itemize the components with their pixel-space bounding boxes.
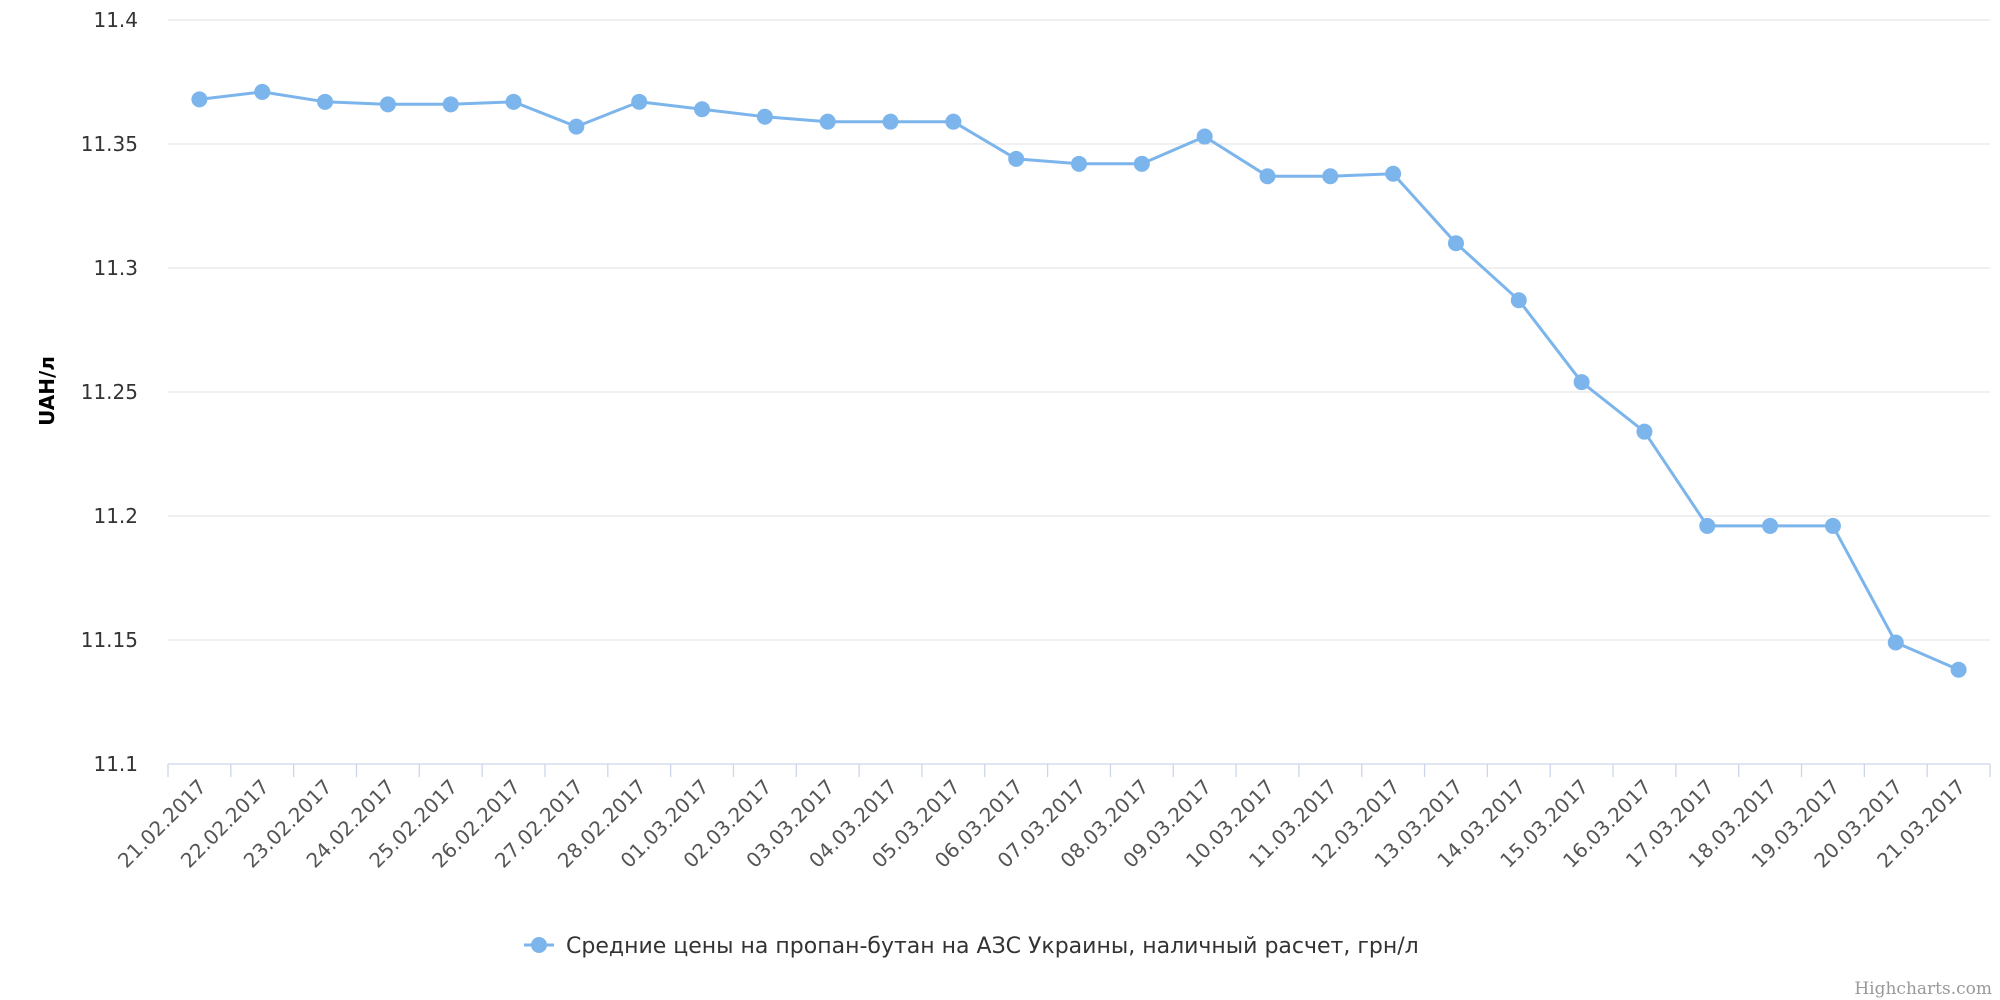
data-point[interactable]	[505, 93, 522, 110]
grid-lines	[168, 19, 1990, 641]
data-point[interactable]	[882, 113, 899, 130]
legend-label[interactable]: Средние цены на пропан-бутан на АЗС Укра…	[566, 934, 1419, 959]
y-tick-label: 11.15	[81, 628, 138, 652]
y-tick-label: 11.1	[93, 752, 138, 776]
y-tick-label: 11.4	[93, 8, 138, 32]
data-point[interactable]	[568, 118, 585, 135]
data-point[interactable]	[1259, 168, 1276, 185]
data-point[interactable]	[1322, 168, 1339, 185]
data-point[interactable]	[1762, 517, 1779, 534]
data-point[interactable]	[191, 91, 208, 108]
data-point[interactable]	[1071, 155, 1087, 172]
y-tick-label: 11.2	[93, 504, 138, 528]
x-axis	[167, 763, 1991, 777]
data-point[interactable]	[1824, 517, 1841, 534]
data-point[interactable]	[819, 113, 836, 130]
legend-marker-icon	[531, 937, 547, 953]
data-point[interactable]	[945, 113, 962, 130]
data-point[interactable]	[1510, 292, 1527, 309]
data-point[interactable]	[1573, 374, 1590, 391]
credits-link[interactable]: Highcharts.com	[1854, 979, 1992, 999]
y-tick-label: 11.3	[93, 256, 138, 280]
data-point[interactable]	[1699, 517, 1716, 534]
x-axis-tick-labels: 21.02.201722.02.201723.02.201724.02.2017…	[113, 775, 1970, 873]
data-point[interactable]	[756, 108, 773, 125]
series-group	[191, 83, 1967, 678]
data-point[interactable]	[1887, 634, 1904, 651]
data-point[interactable]	[694, 101, 711, 118]
series-0	[191, 83, 1967, 678]
y-tick-label: 11.25	[81, 380, 138, 404]
y-axis-tick-labels: 11.1 11.15 11.2 11.25 11.3 11.35 11.4	[81, 8, 138, 776]
series-line	[197, 90, 1961, 672]
data-point[interactable]	[1636, 423, 1653, 440]
y-axis-title: UAH/л	[35, 356, 59, 426]
data-point[interactable]	[379, 96, 396, 113]
legend[interactable]: Средние цены на пропан-бутан на АЗС Укра…	[524, 934, 1419, 959]
data-point[interactable]	[317, 93, 334, 110]
data-point[interactable]	[1196, 128, 1213, 145]
data-point[interactable]	[1133, 155, 1150, 172]
data-point[interactable]	[1447, 235, 1464, 252]
data-point[interactable]	[1950, 661, 1967, 678]
data-point[interactable]	[442, 96, 459, 113]
data-point[interactable]	[1385, 165, 1402, 182]
y-tick-label: 11.35	[81, 132, 138, 156]
data-point[interactable]	[1008, 150, 1025, 167]
data-point[interactable]	[631, 93, 648, 110]
data-point[interactable]	[254, 83, 271, 100]
